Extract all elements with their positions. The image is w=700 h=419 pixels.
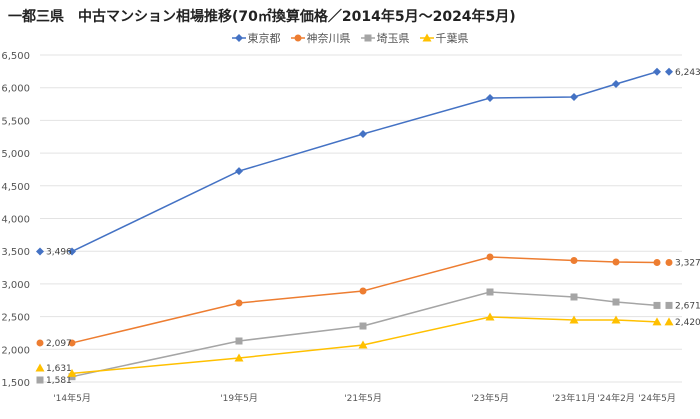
data-point	[235, 299, 243, 307]
data-point	[570, 256, 578, 264]
x-tick-label: '23年11月	[552, 392, 595, 404]
end-data-label: 3,327	[675, 259, 700, 269]
y-tick-label: 5,000	[1, 149, 30, 160]
data-point	[612, 79, 620, 88]
x-tick-label: '14年5月	[53, 392, 91, 404]
end-label-marker	[665, 67, 673, 76]
data-point	[569, 315, 579, 324]
legend-marker-icon	[422, 33, 431, 42]
legend-marker-icon	[294, 34, 301, 42]
legend-label: 埼玉県	[376, 32, 410, 45]
legend-item: 埼玉県	[360, 30, 410, 46]
series-line-2	[71, 291, 658, 378]
x-tick-label: '24年2月	[597, 392, 635, 404]
y-tick-label: 3,000	[1, 280, 30, 291]
legend-label: 千葉県	[435, 32, 469, 45]
y-tick-label: 4,500	[1, 182, 30, 193]
data-point	[653, 259, 661, 267]
data-point	[570, 293, 578, 301]
end-data-label: 2,671	[675, 301, 700, 311]
legend-item: 神奈川県	[290, 30, 351, 46]
y-tick-label: 2,500	[1, 313, 30, 324]
legend: 東京都 神奈川県 埼玉県 千葉県	[0, 30, 700, 46]
legend-item: 東京都	[231, 30, 281, 46]
series-line-1	[71, 256, 658, 344]
x-tick-label: '21年5月	[344, 392, 382, 404]
data-point	[612, 258, 620, 266]
end-label-marker	[665, 301, 673, 309]
start-data-label: 1,631	[46, 364, 72, 374]
data-point	[485, 312, 495, 321]
data-point	[359, 322, 367, 330]
data-point	[358, 340, 368, 349]
chart-title: 一都三県 中古マンション相場推移(70㎡換算価格／2014年5月～2024年5月…	[8, 9, 516, 25]
y-tick-label: 3,500	[1, 247, 30, 258]
data-point	[570, 92, 578, 101]
y-tick-label: 1,500	[1, 378, 30, 389]
start-label-marker	[36, 376, 44, 384]
start-data-label: 3,496	[46, 247, 72, 257]
x-tick-label: '19年5月	[220, 392, 258, 404]
data-point	[486, 253, 494, 261]
data-point	[235, 167, 243, 176]
start-label-marker	[36, 247, 44, 256]
y-tick-label: 4,000	[1, 215, 30, 226]
data-point	[68, 339, 76, 347]
y-tick-label: 6,000	[1, 84, 30, 95]
start-label-marker	[35, 363, 45, 372]
legend-label: 神奈川県	[306, 32, 351, 45]
start-data-label: 2,097	[46, 339, 72, 349]
end-data-label: 2,420	[675, 318, 700, 328]
y-tick-label: 5,500	[1, 116, 30, 127]
x-tick-label: '24年5月	[638, 392, 676, 404]
data-point	[359, 130, 367, 139]
data-point	[68, 247, 76, 256]
legend-item: 千葉県	[419, 30, 469, 46]
data-point	[234, 353, 244, 362]
data-point	[67, 368, 77, 377]
data-point	[653, 301, 661, 309]
series-line-0	[71, 71, 658, 253]
end-label-marker	[665, 259, 673, 267]
data-point	[486, 288, 494, 296]
end-data-label: 6,243	[675, 68, 700, 78]
y-tick-label: 6,500	[1, 51, 30, 62]
start-data-label: 1,581	[46, 376, 72, 386]
data-point	[235, 337, 243, 345]
data-point	[359, 287, 367, 295]
data-point	[652, 317, 662, 326]
data-point	[486, 94, 494, 103]
legend-marker-icon	[364, 34, 371, 42]
data-point	[612, 298, 620, 306]
end-label-marker	[664, 317, 674, 326]
y-tick-label: 2,000	[1, 345, 30, 356]
x-tick-label: '23年5月	[471, 392, 509, 404]
data-point	[653, 67, 661, 76]
legend-marker-icon	[234, 34, 243, 42]
data-point	[611, 315, 621, 324]
start-label-marker	[36, 339, 44, 347]
legend-label: 東京都	[247, 32, 281, 45]
